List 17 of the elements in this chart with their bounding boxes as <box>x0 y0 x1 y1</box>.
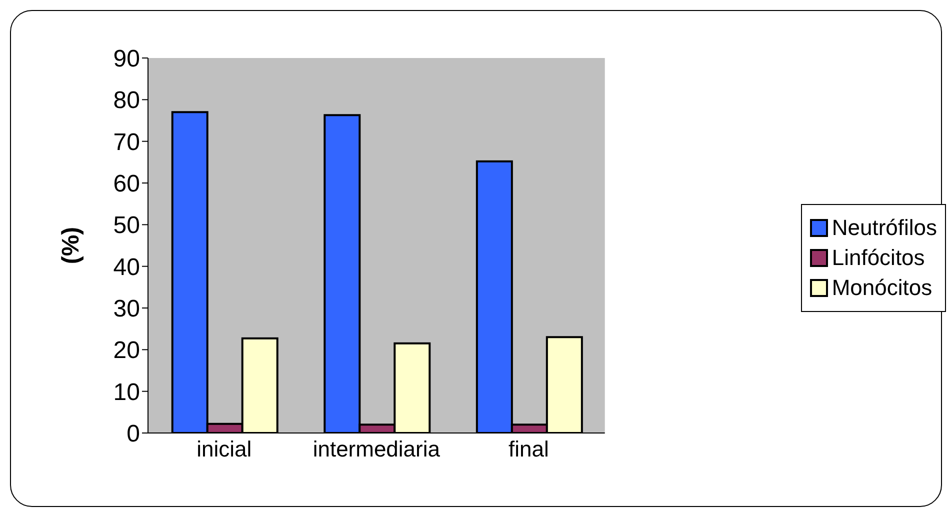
legend-label: Neutrófilos <box>832 214 937 240</box>
y-tick-label: 30 <box>113 296 140 323</box>
legend-label: Monócitos <box>832 274 932 300</box>
y-tick-label: 80 <box>113 87 140 114</box>
y-tick-label: 0 <box>126 420 140 448</box>
y-tick-label: 60 <box>113 170 140 198</box>
y-tick-label: 10 <box>113 378 140 406</box>
x-tick-label: intermediaria <box>312 436 441 462</box>
y-tick-label: 40 <box>113 254 140 281</box>
y-tick-label: 20 <box>113 337 140 364</box>
legend-label: Linfócitos <box>832 244 925 270</box>
x-tick-label: inicial <box>196 436 252 462</box>
y-tick-label: 50 <box>113 212 140 240</box>
y-tick-label: 90 <box>113 46 140 73</box>
y-axis-title: (%) <box>58 226 85 264</box>
y-tick-label: 70 <box>113 128 140 156</box>
x-tick-label: final <box>508 436 549 462</box>
